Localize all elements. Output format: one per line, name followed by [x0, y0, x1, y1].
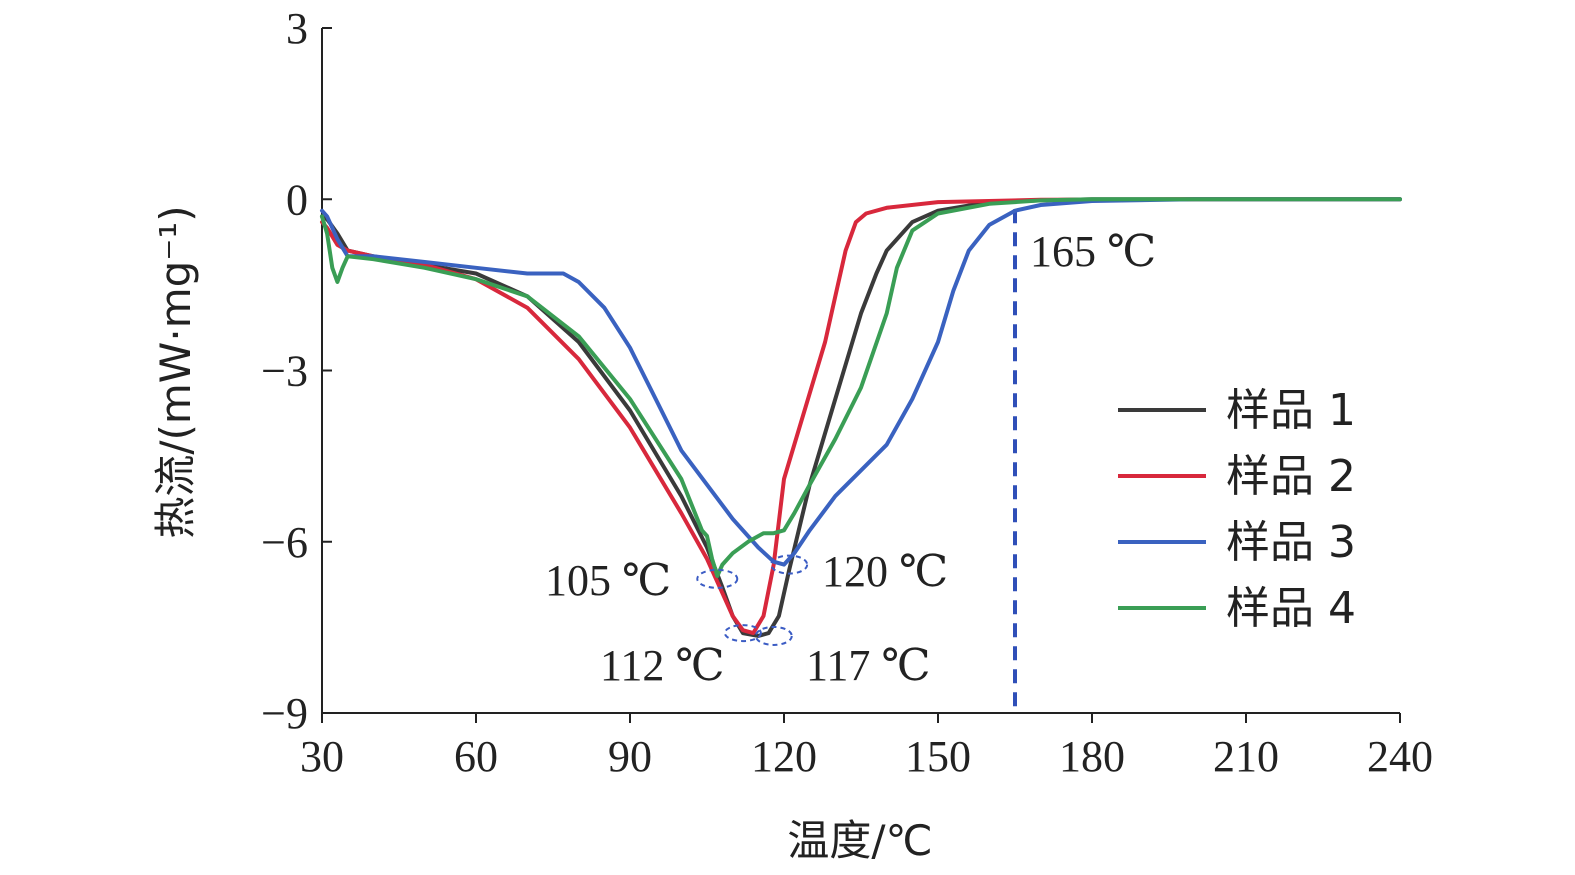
x-tick-label: 240 — [1367, 732, 1433, 781]
series-layer — [320, 197, 1402, 638]
peak-marker — [770, 554, 809, 575]
series-line-4 — [320, 197, 1402, 578]
peak-marker — [696, 568, 739, 589]
annotation-label: 117 ℃ — [806, 641, 931, 690]
series-line-2 — [320, 197, 1402, 636]
annotation-label: 165 ℃ — [1030, 227, 1156, 276]
y-tick-label: 3 — [286, 4, 308, 53]
x-tick-label: 120 — [751, 732, 817, 781]
x-tick-label: 60 — [454, 732, 498, 781]
y-tick-label: 0 — [286, 175, 308, 224]
legend-label: 样品 1 — [1226, 385, 1356, 436]
peak-marker — [723, 624, 762, 643]
x-tick-label: 150 — [905, 732, 971, 781]
legend: 样品 1 样品 2 样品 3 样品 4 — [1118, 385, 1356, 634]
annotation-layer: 105 ℃ 112 ℃ 117 ℃ 120 ℃ 165 ℃ — [545, 227, 1156, 690]
annotation-label: 105 ℃ — [545, 556, 671, 605]
x-tick-label: 30 — [300, 732, 344, 781]
peak-marker — [754, 625, 793, 646]
x-tick-label: 180 — [1059, 732, 1125, 781]
x-tick-label: 90 — [608, 732, 652, 781]
legend-label: 样品 3 — [1226, 517, 1356, 568]
legend-label: 样品 2 — [1226, 451, 1356, 502]
legend-label: 样品 4 — [1226, 583, 1356, 634]
annotation-label: 112 ℃ — [600, 641, 725, 690]
series-line-3 — [320, 197, 1402, 567]
y-tick-label: −9 — [261, 689, 308, 738]
annotation-label: 120 ℃ — [822, 547, 948, 596]
y-tick-label: −6 — [261, 518, 308, 567]
y-axis-title: 热流/(mW·mg⁻¹) — [151, 205, 200, 538]
x-axis-title: 温度/℃ — [787, 816, 932, 865]
y-tick-label: −3 — [261, 347, 308, 396]
x-tick-label: 210 — [1213, 732, 1279, 781]
